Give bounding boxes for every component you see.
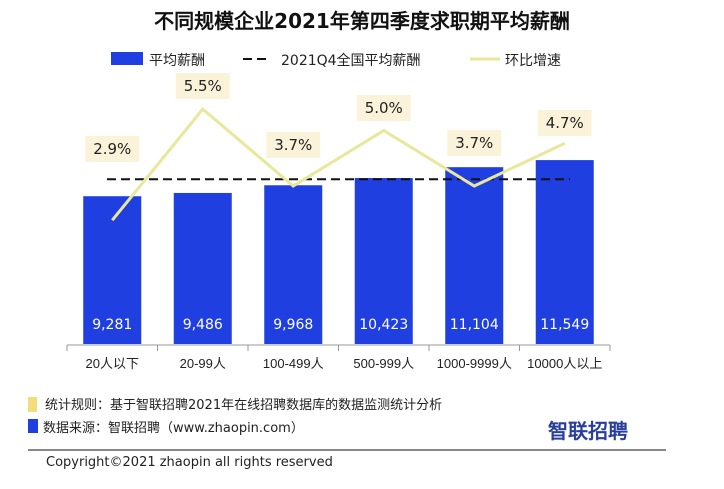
growth-rate-label: 4.7%	[546, 114, 584, 132]
source-note: 数据来源：智联招聘（www.zhaopin.com）	[43, 421, 304, 436]
bar-value-label: 10,423	[359, 317, 408, 333]
growth-label-box	[447, 130, 502, 156]
bar	[445, 167, 504, 344]
growth-label-box	[85, 136, 140, 162]
legend-label-line: 环比增速	[505, 53, 561, 69]
x-tick-label: 100-499人	[263, 356, 324, 371]
footer: 统计规则：基于智联招聘2021年在线招聘数据库的数据监测统计分析 数据来源：智联…	[28, 397, 666, 470]
legend-label-bar: 平均薪酬	[149, 53, 205, 69]
bar	[83, 196, 142, 344]
x-tick-label: 10000人以上	[527, 356, 602, 371]
legend: 平均薪酬 2021Q4全国平均薪酬 环比增速	[111, 52, 561, 69]
bar	[264, 185, 323, 344]
growth-label-box	[266, 132, 321, 158]
x-tick-label: 20-99人	[180, 356, 226, 371]
bar-value-label: 11,104	[450, 317, 499, 333]
bar	[535, 160, 594, 344]
chart-title: 不同规模企业2021年第四季度求职期平均薪酬	[154, 9, 570, 33]
growth-label-box	[175, 73, 230, 99]
bar	[173, 192, 232, 344]
growth-label-box	[356, 95, 411, 121]
legend-swatch-bar	[111, 52, 143, 65]
growth-rate-label: 3.7%	[274, 136, 312, 154]
legend-label-national: 2021Q4全国平均薪酬	[281, 52, 421, 69]
bar-value-label: 11,549	[540, 317, 589, 333]
bar-value-label: 9,486	[183, 317, 223, 333]
rule-note: 统计规则：基于智联招聘2021年在线招聘数据库的数据监测统计分析	[45, 397, 442, 413]
growth-rate-line	[111, 107, 566, 222]
x-tick-label: 20人以下	[86, 356, 139, 371]
x-tick-label: 500-999人	[353, 356, 414, 371]
growth-rate-label: 5.5%	[184, 77, 222, 95]
bar-value-label: 9,281	[92, 317, 132, 333]
copyright: Copyright©2021 zhaopin all rights reserv…	[46, 455, 333, 470]
bar	[354, 178, 413, 344]
x-tick-label: 1000-9999人	[437, 356, 512, 371]
growth-rate-label: 2.9%	[93, 140, 131, 158]
growth-label-box	[537, 110, 592, 136]
rule-swatch	[28, 397, 37, 412]
growth-rate-label: 5.0%	[365, 99, 403, 117]
bar-value-label: 9,968	[273, 317, 313, 333]
growth-rate-label: 3.7%	[455, 134, 493, 152]
source-swatch	[28, 419, 38, 433]
zhaopin-logo: 智联招聘	[548, 419, 628, 443]
